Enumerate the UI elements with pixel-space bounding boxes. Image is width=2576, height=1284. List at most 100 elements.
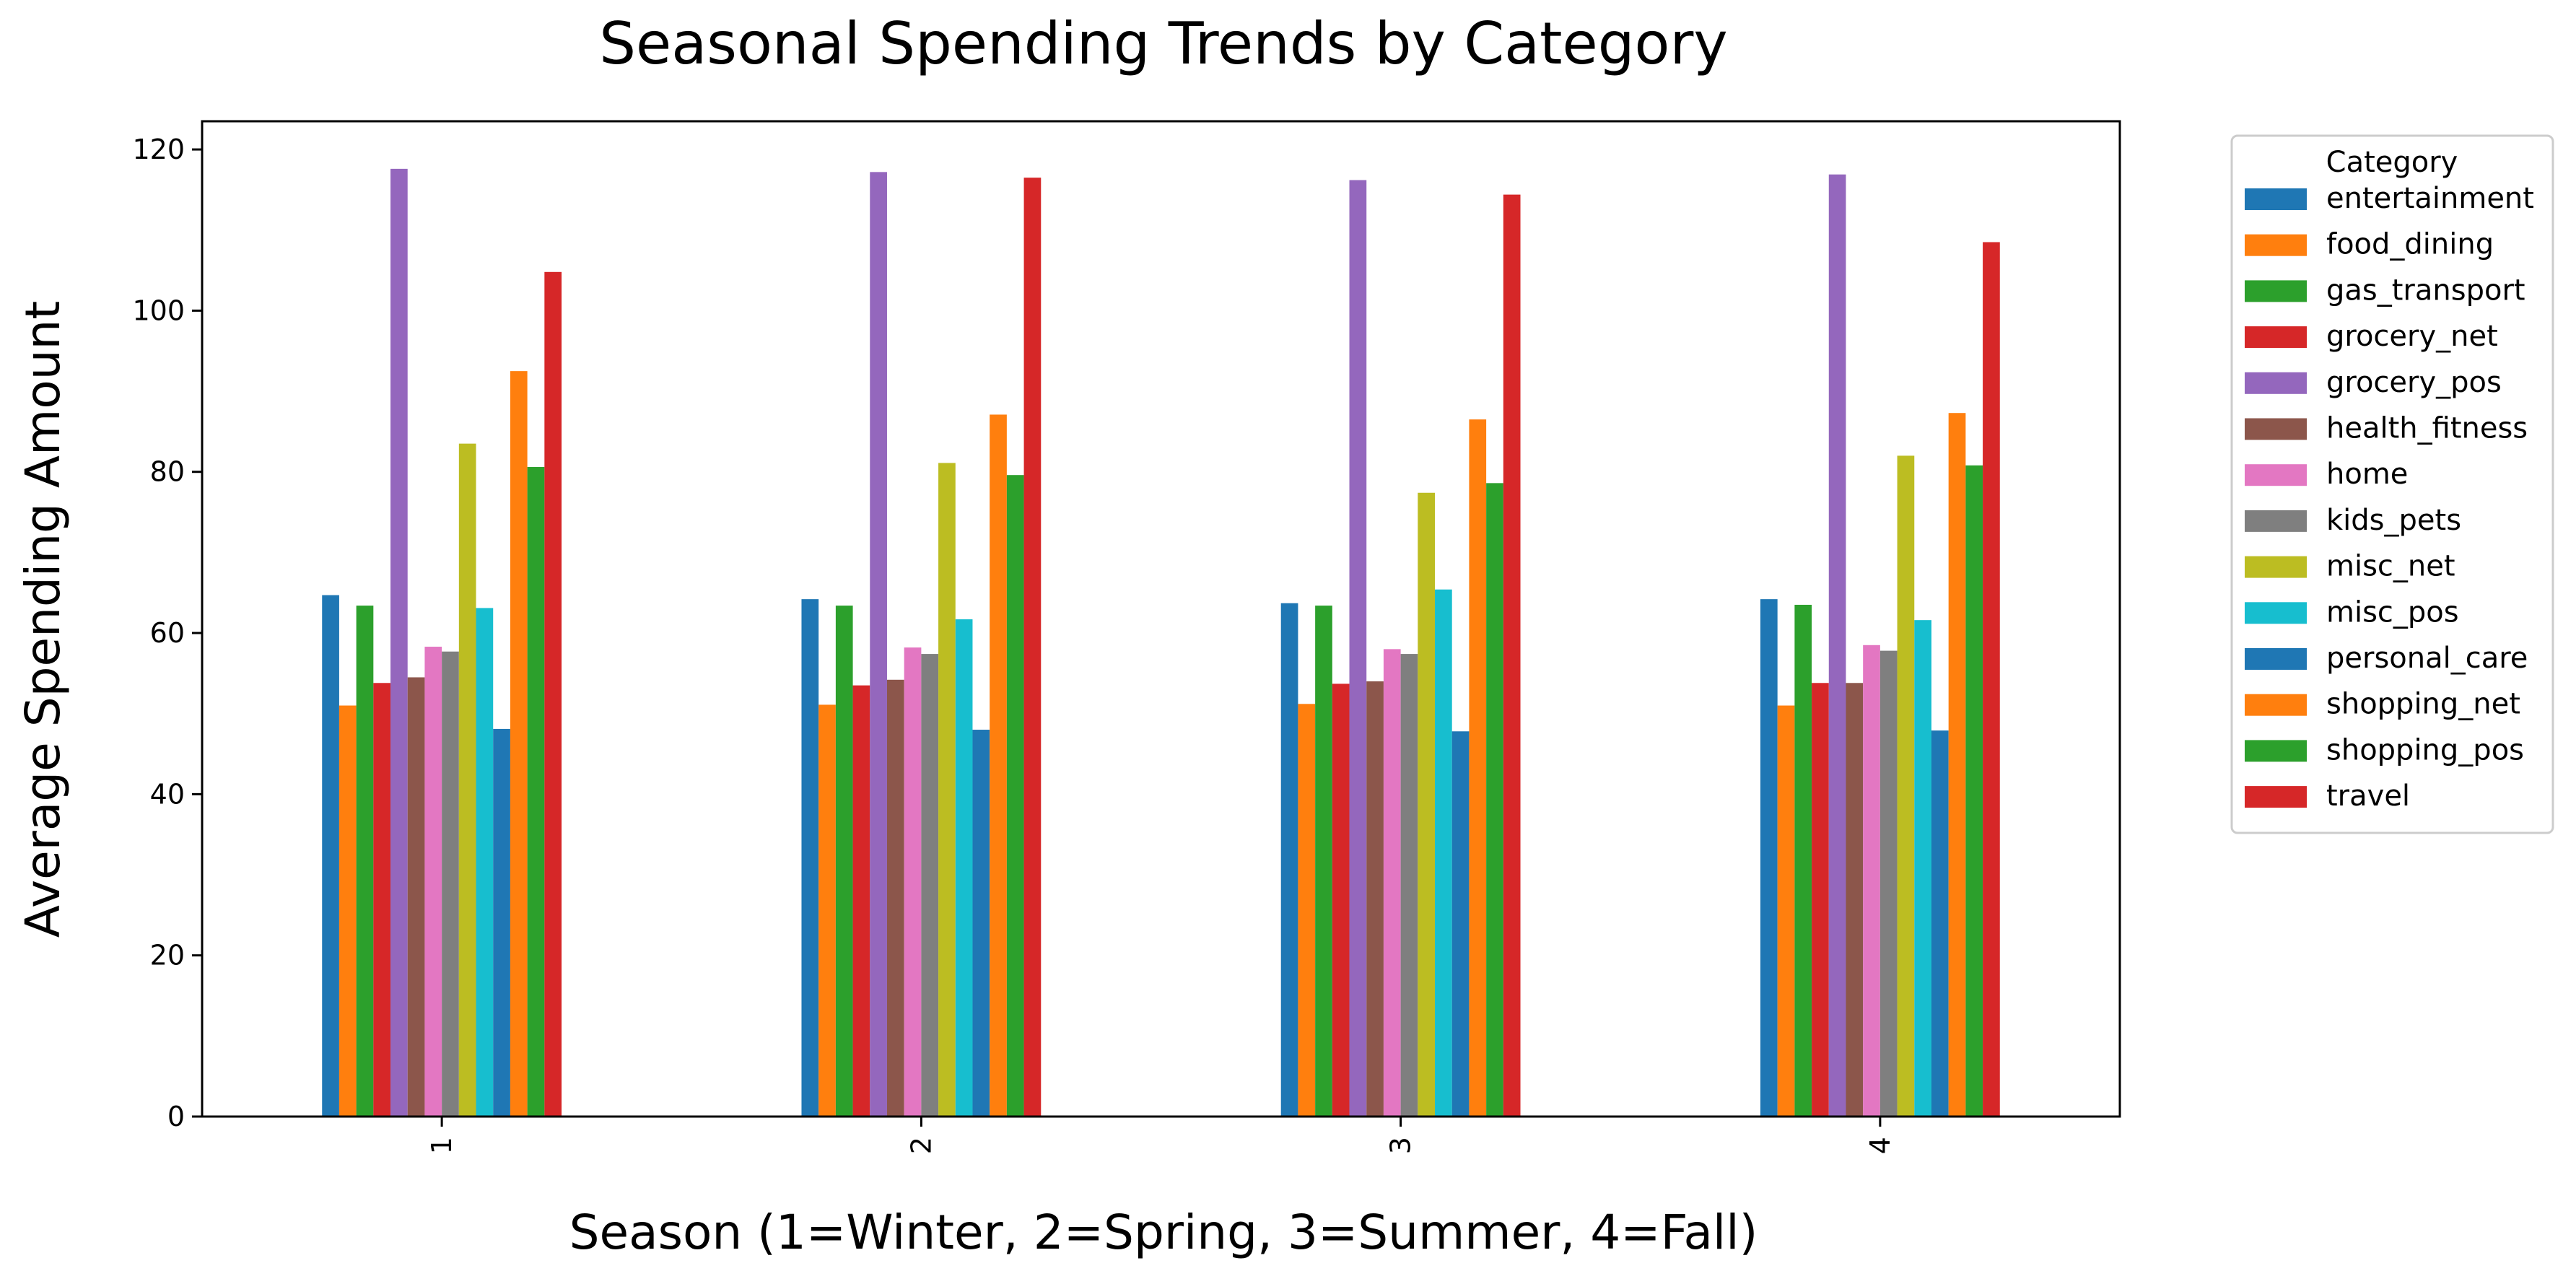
bar-grocery_pos-season-3 [1349,180,1367,1117]
legend-swatch-shopping_net [2245,694,2307,716]
bar-kids_pets-season-3 [1400,654,1418,1117]
legend-swatch-travel [2245,786,2307,808]
legend-label-shopping_pos: shopping_pos [2326,733,2524,767]
legend-swatch-grocery_pos [2245,372,2307,394]
x-tick-label: 2 [905,1137,937,1154]
bar-grocery_net-season-3 [1332,684,1350,1117]
bar-shopping_pos-season-3 [1486,483,1503,1117]
bar-personal_care-season-2 [972,730,990,1117]
bar-health_fitness-season-4 [1846,683,1864,1117]
legend-label-travel: travel [2326,779,2410,813]
y-tick-label: 100 [132,294,185,326]
legend-label-entertainment: entertainment [2326,182,2534,215]
bar-misc_pos-season-3 [1435,589,1452,1117]
bar-entertainment-season-4 [1760,599,1778,1117]
legend-frame [2230,134,2554,834]
bar-shopping_net-season-1 [510,371,528,1117]
legend-swatch-food_dining [2245,234,2307,256]
legend-label-misc_net: misc_net [2326,550,2455,583]
y-tick-label: 80 [150,456,185,488]
bar-food_dining-season-1 [339,705,357,1117]
bar-grocery_pos-season-4 [1828,174,1846,1117]
legend-label-shopping_net: shopping_net [2326,688,2520,721]
legend-label-gas_transport: gas_transport [2326,274,2525,307]
bar-misc_pos-season-4 [1914,620,1931,1117]
bar-grocery_net-season-1 [373,683,391,1117]
bar-kids_pets-season-1 [442,651,459,1117]
legend-label-misc_pos: misc_pos [2326,595,2459,629]
bar-misc_net-season-4 [1897,455,1915,1117]
legend-label-grocery_net: grocery_net [2326,320,2498,353]
legend-label-personal_care: personal_care [2326,642,2528,675]
plot-frame [201,120,2121,1118]
y-tick-label: 60 [150,617,185,649]
bar-home-season-4 [1863,645,1880,1117]
y-axis-label: Average Spending Amount [15,301,71,938]
legend-label-health_fitness: health_fitness [2326,412,2528,445]
y-tick-label: 120 [132,134,185,165]
bar-grocery_pos-season-1 [390,168,408,1117]
bar-travel-season-3 [1503,194,1521,1117]
bar-entertainment-season-1 [322,595,339,1117]
legend-swatch-kids_pets [2245,510,2307,532]
legend-swatch-shopping_pos [2245,740,2307,762]
bar-travel-season-2 [1023,178,1042,1117]
bar-personal_care-season-3 [1451,731,1470,1117]
bar-gas_transport-season-1 [356,606,374,1117]
bar-misc_pos-season-1 [476,608,494,1117]
legend-swatch-personal_care [2245,648,2307,670]
bar-food_dining-season-3 [1298,704,1316,1117]
y-tick-label: 20 [150,940,185,971]
bar-grocery_net-season-2 [852,685,870,1117]
bar-health_fitness-season-2 [886,679,904,1117]
x-axis-label: Season (1=Winter, 2=Spring, 3=Summer, 4=… [569,1205,1758,1260]
bar-shopping_pos-season-1 [527,467,545,1117]
bar-kids_pets-season-4 [1879,650,1898,1117]
bar-misc_net-season-1 [458,443,476,1117]
bar-personal_care-season-1 [493,728,510,1117]
legend-swatch-misc_net [2245,556,2307,578]
legend-swatch-entertainment [2245,188,2307,210]
y-tick-label: 0 [167,1101,185,1132]
bar-shopping_net-season-3 [1469,419,1487,1117]
bar-misc_net-season-2 [938,463,956,1117]
bar-home-season-3 [1383,649,1401,1117]
plot-area: 0 20 40 60 80 100 120 1 2 3 4 [132,120,2121,1154]
legend-swatch-home [2245,464,2307,486]
bar-travel-season-1 [544,271,562,1117]
legend: Category entertainment food_dining gas_tra… [2230,134,2554,834]
legend-swatch-grocery_net [2245,326,2307,349]
bar-gas_transport-season-3 [1315,606,1332,1117]
bar-shopping_pos-season-4 [1965,465,1983,1117]
bar-gas_transport-season-4 [1794,604,1812,1117]
bar-food_dining-season-2 [818,704,836,1117]
bar-shopping_pos-season-2 [1006,475,1024,1117]
bar-health_fitness-season-1 [407,677,425,1117]
bar-misc_pos-season-2 [955,619,973,1117]
bar-health_fitness-season-3 [1366,681,1384,1117]
legend-label-grocery_pos: grocery_pos [2326,366,2502,399]
bar-entertainment-season-3 [1280,603,1298,1117]
legend-label-kids_pets: kids_pets [2326,504,2461,537]
legend-swatch-misc_pos [2245,602,2307,624]
legend-label-home: home [2326,458,2408,491]
bar-entertainment-season-2 [801,599,819,1117]
bar-home-season-1 [424,647,442,1117]
bar-grocery_net-season-4 [1812,683,1829,1117]
x-tick-label: 4 [1864,1137,1896,1154]
bar-personal_care-season-4 [1931,730,1949,1117]
bar-grocery_pos-season-2 [870,172,887,1117]
legend-label-food_dining: food_dining [2326,228,2494,261]
bar-shopping_net-season-4 [1948,413,1966,1117]
bar-kids_pets-season-2 [921,654,939,1117]
legend-swatch-health_fitness [2245,418,2307,440]
bar-food_dining-season-4 [1777,705,1795,1117]
x-tick-label: 3 [1385,1137,1417,1154]
bar-gas_transport-season-2 [835,606,853,1117]
y-tick-label: 40 [150,778,185,810]
x-tick-label: 1 [426,1137,458,1154]
bar-shopping_net-season-2 [990,414,1007,1117]
legend-title: Category [2326,146,2458,179]
